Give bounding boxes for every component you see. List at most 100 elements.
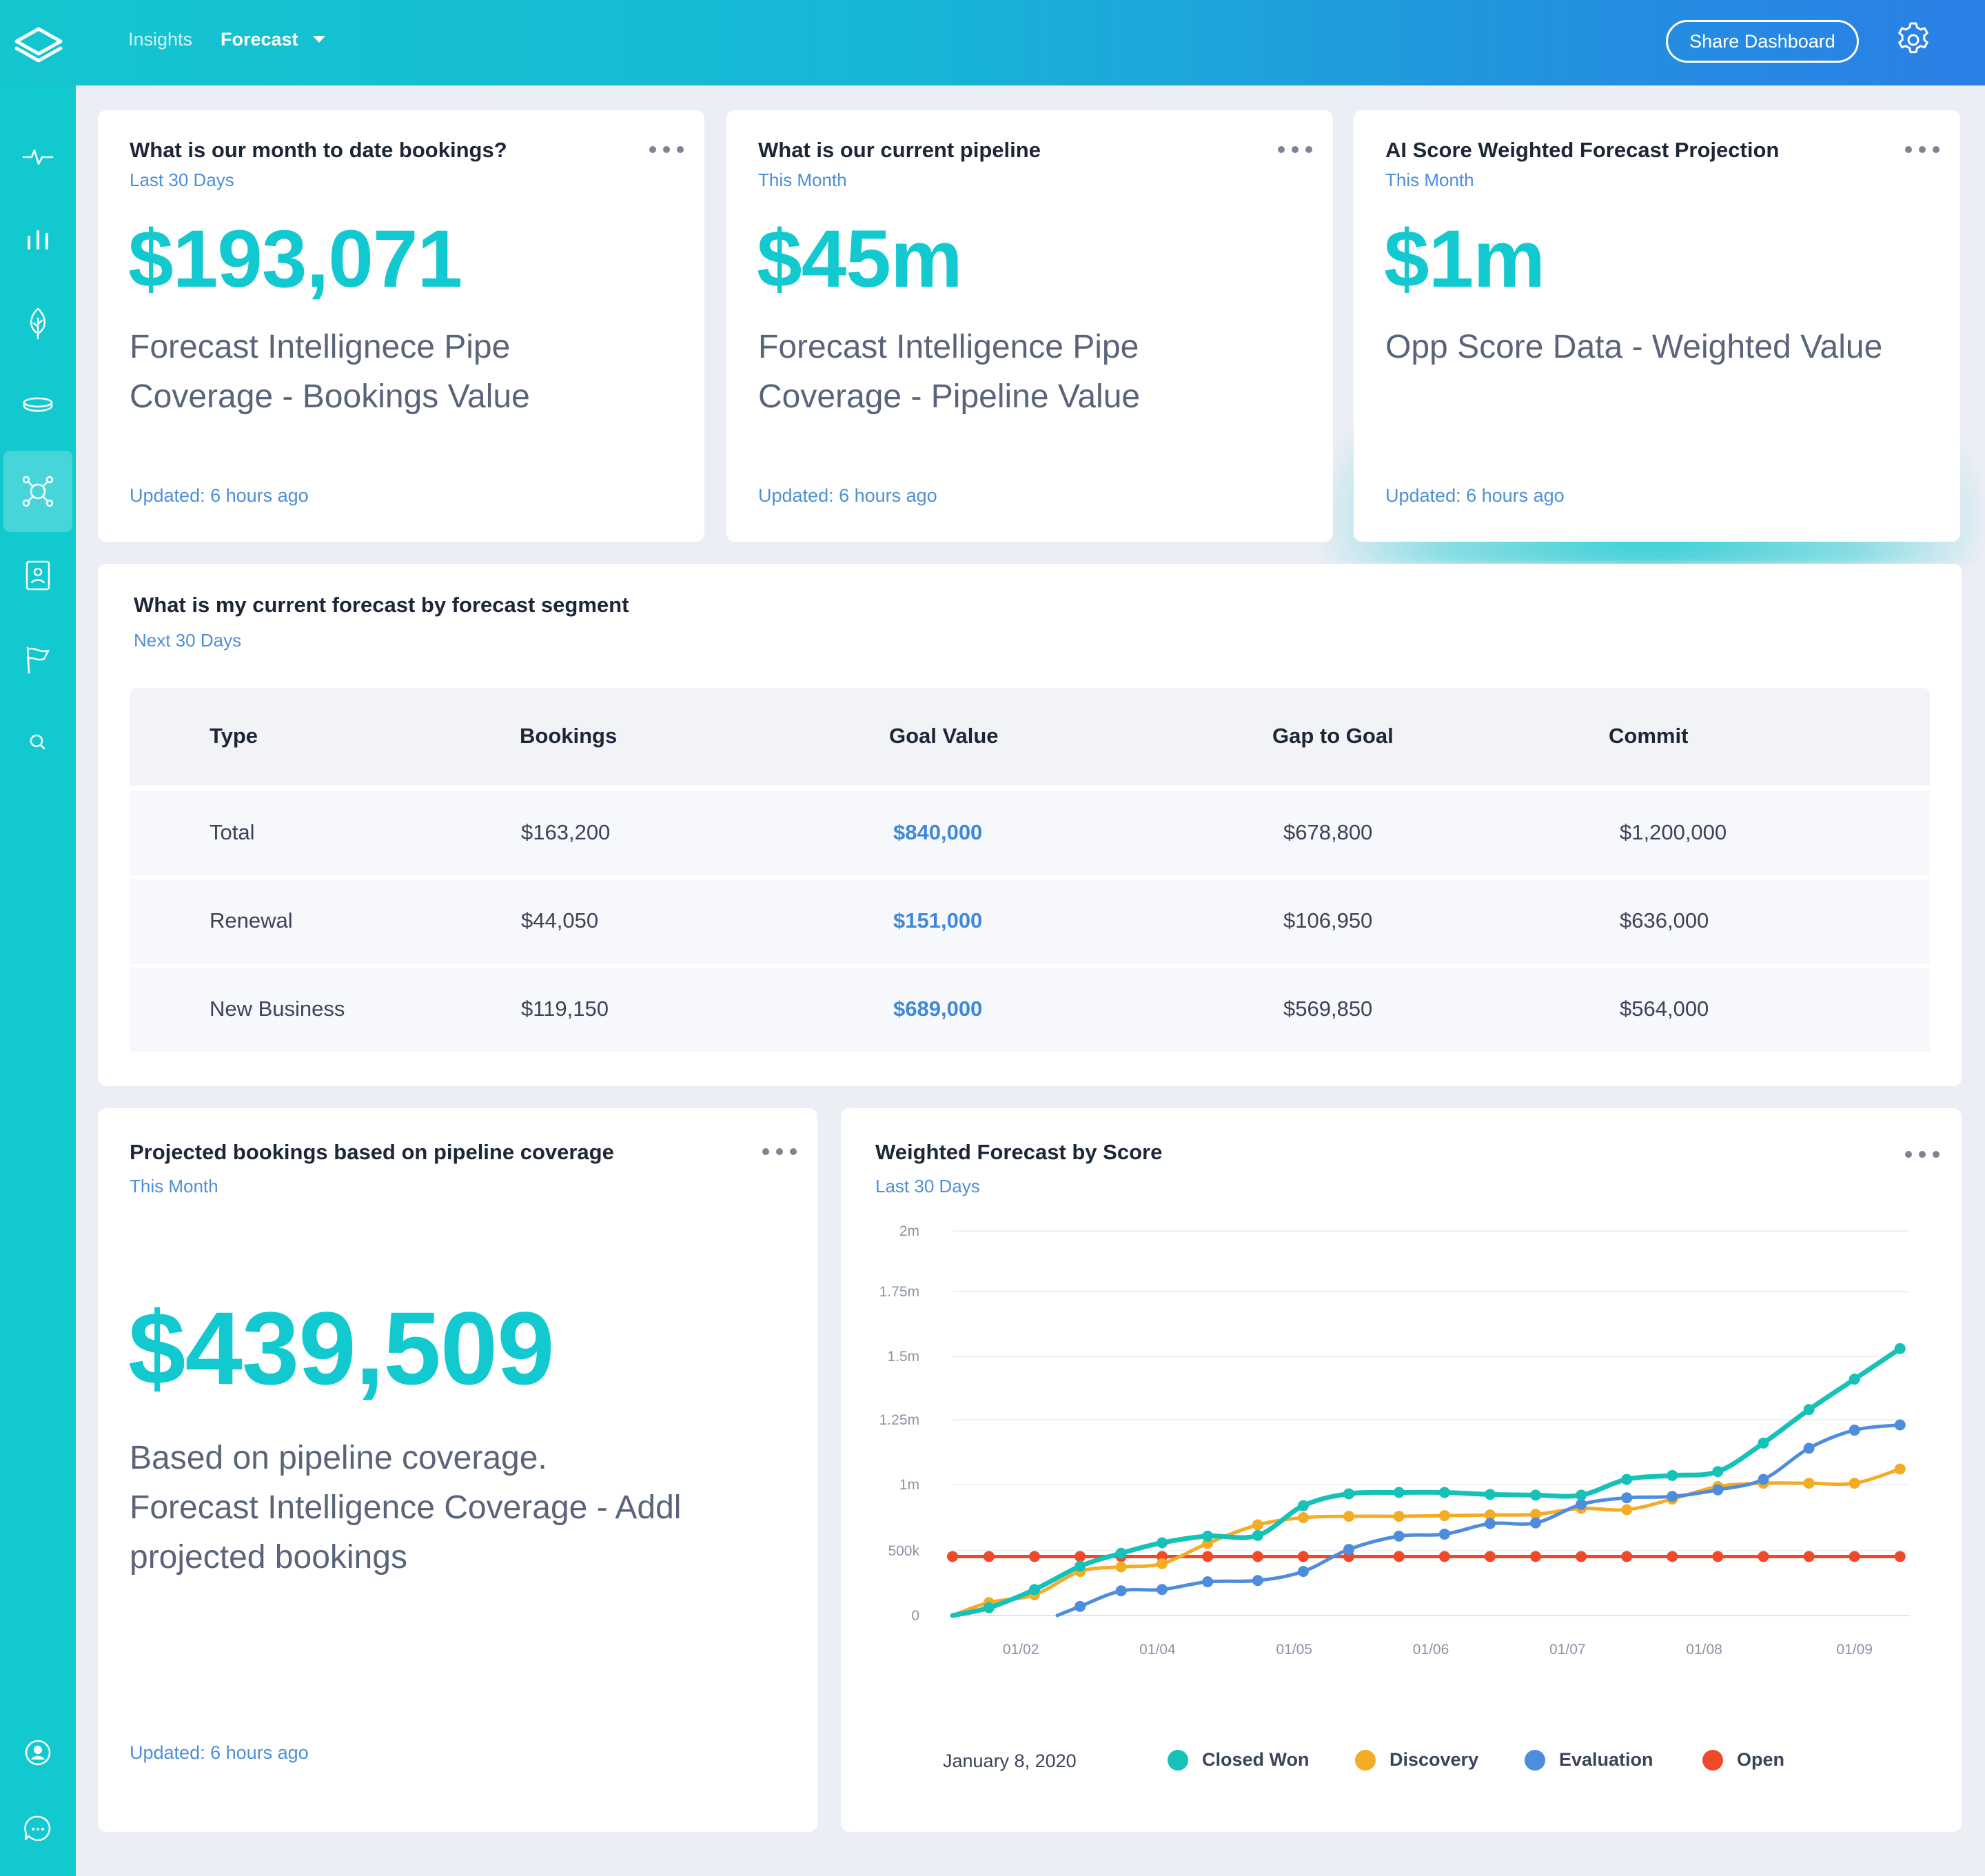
cell-goal-value[interactable]: $840,000 [893, 820, 983, 844]
data-point[interactable] [1075, 1551, 1086, 1562]
more-options-icon[interactable] [1278, 145, 1312, 154]
data-point[interactable] [1530, 1517, 1542, 1529]
data-point[interactable] [1667, 1491, 1678, 1502]
data-point[interactable] [1438, 1510, 1450, 1522]
data-point[interactable] [1621, 1504, 1633, 1516]
data-point[interactable] [1343, 1511, 1355, 1522]
legend-item-discovery[interactable]: Discovery [1355, 1749, 1478, 1771]
data-point[interactable] [1115, 1561, 1127, 1573]
series-line-evaluation[interactable] [1055, 1423, 1902, 1618]
data-point[interactable] [1803, 1404, 1815, 1416]
projected-bookings-card[interactable]: Projected bookings based on pipeline cov… [98, 1108, 817, 1832]
stack-icon[interactable] [21, 389, 55, 423]
data-point[interactable] [1297, 1512, 1309, 1523]
data-point[interactable] [1576, 1489, 1587, 1501]
data-point[interactable] [1758, 1437, 1769, 1449]
data-point[interactable] [1849, 1374, 1860, 1385]
data-point[interactable] [1028, 1584, 1040, 1595]
column-header-gap-to-goal[interactable]: Gap to Goal [1272, 724, 1394, 748]
data-point[interactable] [1576, 1551, 1587, 1562]
data-point[interactable] [1393, 1487, 1405, 1498]
cell-goal-value[interactable]: $689,000 [893, 997, 983, 1021]
table-row[interactable]: Renewal $44,050 $151,000 $106,950 $636,0… [130, 879, 1930, 964]
user-icon[interactable] [21, 1735, 55, 1770]
data-point[interactable] [1894, 1343, 1906, 1354]
chevron-down-icon[interactable] [312, 34, 327, 44]
data-point[interactable] [1849, 1425, 1860, 1436]
column-header-commit[interactable]: Commit [1609, 724, 1689, 748]
data-point[interactable] [1712, 1551, 1724, 1562]
more-options-icon[interactable] [649, 145, 684, 154]
data-point[interactable] [1157, 1537, 1168, 1549]
data-point[interactable] [1530, 1551, 1542, 1562]
weighted-forecast-card[interactable]: Weighted Forecast by Score Last 30 Days [841, 1108, 1962, 1832]
data-point[interactable] [1621, 1492, 1633, 1504]
data-point[interactable] [1202, 1530, 1214, 1542]
data-point[interactable] [1343, 1488, 1355, 1500]
nav-insights[interactable]: Insights [128, 29, 193, 50]
data-point[interactable] [1297, 1551, 1309, 1562]
data-point[interactable] [1712, 1466, 1724, 1478]
data-point[interactable] [1758, 1474, 1769, 1485]
data-point[interactable] [1115, 1585, 1127, 1597]
data-point[interactable] [1252, 1519, 1263, 1531]
data-point[interactable] [1202, 1576, 1214, 1588]
column-header-goal-value[interactable]: Goal Value [889, 724, 999, 748]
data-point[interactable] [1894, 1463, 1906, 1475]
data-point[interactable] [1621, 1474, 1633, 1485]
data-point[interactable] [1803, 1478, 1815, 1489]
data-point[interactable] [1075, 1600, 1086, 1612]
data-point[interactable] [1028, 1551, 1040, 1562]
data-point[interactable] [1484, 1551, 1496, 1562]
legend-item-closed-won[interactable]: Closed Won [1168, 1749, 1310, 1771]
data-point[interactable] [1803, 1442, 1815, 1454]
data-point[interactable] [1343, 1544, 1355, 1556]
data-point[interactable] [1438, 1529, 1450, 1540]
table-row[interactable]: New Business $119,150 $689,000 $569,850 … [130, 968, 1930, 1052]
flag-icon[interactable] [21, 642, 55, 677]
data-point[interactable] [947, 1551, 958, 1562]
data-point[interactable] [1297, 1500, 1309, 1511]
more-options-icon[interactable] [1905, 1150, 1940, 1159]
data-point[interactable] [1530, 1509, 1542, 1520]
leaf-icon[interactable] [21, 306, 55, 340]
data-point[interactable] [1621, 1551, 1633, 1562]
column-header-bookings[interactable]: Bookings [520, 724, 618, 748]
bars-icon[interactable] [21, 223, 55, 258]
data-point[interactable] [1438, 1487, 1450, 1498]
data-point[interactable] [1438, 1551, 1450, 1562]
gear-icon[interactable] [1893, 19, 1934, 61]
data-point[interactable] [1803, 1551, 1815, 1562]
share-dashboard-button[interactable]: Share Dashboard [1666, 20, 1859, 63]
data-point[interactable] [983, 1602, 995, 1613]
data-point[interactable] [1849, 1551, 1860, 1562]
data-point[interactable] [1576, 1498, 1587, 1510]
data-point[interactable] [1484, 1489, 1496, 1500]
data-point[interactable] [1252, 1575, 1263, 1587]
data-point[interactable] [1712, 1484, 1724, 1496]
data-point[interactable] [1252, 1551, 1263, 1562]
legend-item-evaluation[interactable]: Evaluation [1525, 1749, 1653, 1771]
ai-score-card[interactable]: AI Score Weighted Forecast Projection Th… [1354, 110, 1960, 542]
bookings-card[interactable]: What is our month to date bookings? Last… [98, 110, 704, 542]
data-point[interactable] [1157, 1584, 1168, 1595]
cell-goal-value[interactable]: $151,000 [893, 908, 983, 932]
contact-icon[interactable] [21, 558, 55, 593]
data-point[interactable] [1075, 1560, 1086, 1572]
data-point[interactable] [1202, 1551, 1214, 1562]
data-point[interactable] [1252, 1529, 1263, 1541]
data-point[interactable] [1115, 1547, 1127, 1559]
column-header-type[interactable]: Type [210, 724, 258, 748]
data-point[interactable] [1667, 1551, 1678, 1562]
data-point[interactable] [1667, 1469, 1678, 1481]
data-point[interactable] [1894, 1419, 1906, 1431]
more-options-icon[interactable] [1905, 145, 1940, 154]
data-point[interactable] [1849, 1478, 1860, 1489]
data-point[interactable] [1393, 1530, 1405, 1542]
more-options-icon[interactable] [762, 1147, 797, 1156]
series-line-closed-won[interactable] [950, 1346, 1903, 1618]
data-point[interactable] [1530, 1489, 1542, 1501]
data-point[interactable] [1484, 1509, 1496, 1521]
pipeline-card[interactable]: What is our current pipeline This Month … [726, 110, 1333, 542]
data-point[interactable] [1484, 1518, 1496, 1529]
